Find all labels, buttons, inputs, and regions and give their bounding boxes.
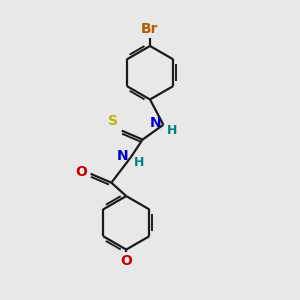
Text: S: S <box>108 114 118 128</box>
Text: O: O <box>76 165 88 179</box>
Text: H: H <box>167 124 177 136</box>
Text: N: N <box>149 116 161 130</box>
Text: H: H <box>134 156 145 169</box>
Text: N: N <box>117 149 128 163</box>
Text: Br: Br <box>141 22 159 36</box>
Text: O: O <box>120 254 132 268</box>
